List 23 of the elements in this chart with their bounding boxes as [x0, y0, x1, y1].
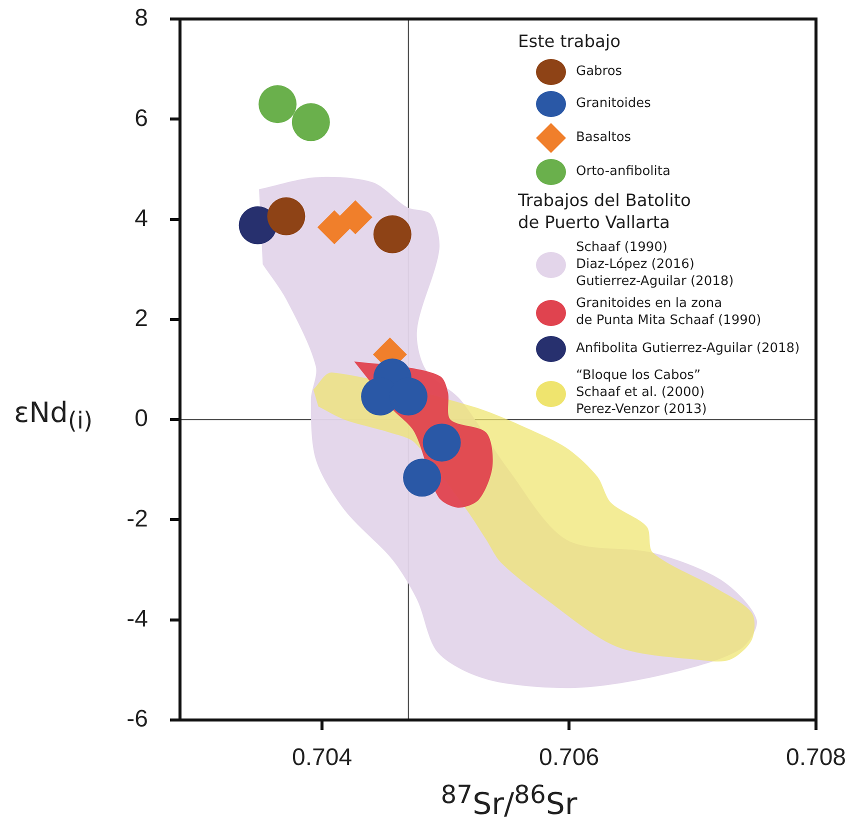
legend-title: Este trabajo: [518, 32, 622, 54]
legend-label: Basaltos: [576, 130, 632, 147]
legend-label: Schaaf (1990) Diaz-López (2016) Gutierrez-Aguilar (2018): [576, 240, 734, 290]
y-tick-label: -6: [126, 706, 148, 733]
y-tick-label: -2: [126, 505, 148, 532]
legend-label: Orto-anfibolita: [576, 164, 670, 181]
y-axis-title: εNd$_{(i)}$: [14, 396, 93, 435]
legend-label: Gabros: [576, 64, 622, 81]
y-tick-label: 6: [134, 104, 148, 132]
legend-label: Granitoides en la zona de Punta Mita Schaaf (1990): [576, 296, 762, 330]
y-tick-label: 8: [134, 4, 148, 32]
annotation: Trabajos del Batolito de Puerto Vallarta: [518, 191, 692, 234]
legend-label: “Bloque los Cabos” Schaaf et al. (2000) Perez-Venzor (2013): [576, 368, 707, 419]
y-tick-label: 4: [134, 204, 148, 232]
legend-label: Granitoides: [576, 96, 651, 113]
y-tick-label: 2: [134, 305, 148, 332]
x-tick-label: 0.704: [292, 744, 352, 772]
x-axis-title: $^{87}$Sr/$^{86}$Sr: [440, 780, 578, 822]
x-tick-label: 0.706: [538, 744, 600, 772]
y-tick-label: -4: [126, 605, 148, 632]
y-tick-label: 0: [134, 405, 148, 432]
x-tick-label: 0.708: [786, 744, 846, 772]
legend-label: Anfibolita Gutierrez-Aguilar (2018): [576, 340, 800, 358]
